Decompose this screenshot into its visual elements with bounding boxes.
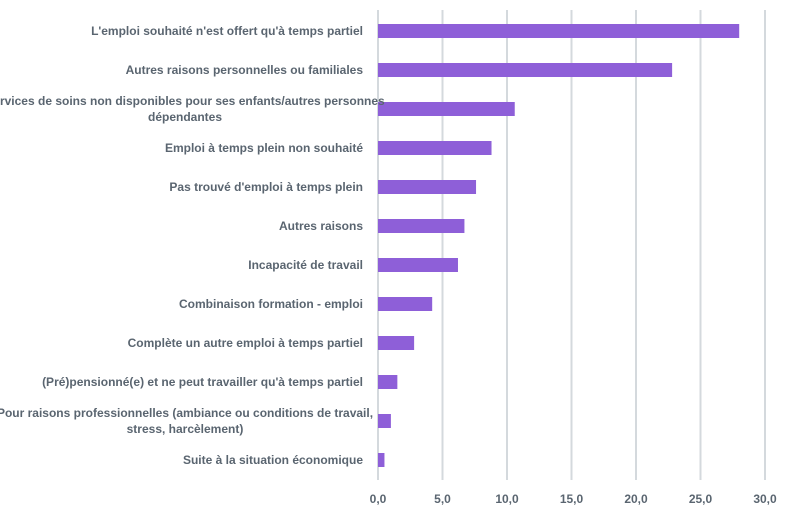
category-label: Pour raisons professionnelles (ambiance …	[0, 406, 373, 436]
category-label-line: Combinaison formation - emploi	[179, 297, 363, 311]
category-label-line: Incapacité de travail	[248, 258, 363, 272]
category-label: Suite à la situation économique	[183, 453, 363, 467]
category-label: Pas trouvé d'emploi à temps plein	[169, 180, 363, 194]
x-tick-label: 20,0	[624, 492, 648, 506]
category-label-line: Pour raisons professionnelles (ambiance …	[0, 406, 373, 420]
category-label-line: Services de soins non disponibles pour s…	[0, 94, 385, 108]
category-label: Autres raisons personnelles ou familiale…	[126, 63, 364, 77]
category-label-line: L'emploi souhaité n'est offert qu'à temp…	[91, 24, 363, 38]
bar	[378, 258, 458, 272]
x-tick-label: 25,0	[689, 492, 713, 506]
bars	[378, 24, 740, 467]
x-tick-label: 0,0	[370, 492, 387, 506]
category-label: Emploi à temps plein non souhaité	[165, 141, 363, 155]
category-label-line: (Pré)pensionné(e) et ne peut travailler …	[42, 375, 363, 389]
category-label: Autres raisons	[279, 219, 363, 233]
category-label: (Pré)pensionné(e) et ne peut travailler …	[42, 375, 363, 389]
bar	[378, 336, 415, 350]
x-axis-ticks: 0,0 5,0 10,0 15,0 20,0 25,0 30,0	[370, 492, 777, 506]
category-labels: L'emploi souhaité n'est offert qu'à temp…	[0, 24, 385, 467]
category-label-line: stress, harcèlement)	[127, 422, 244, 436]
category-label: Complète un autre emploi à temps partiel	[128, 336, 363, 350]
x-tick-label: 5,0	[434, 492, 451, 506]
category-label: Incapacité de travail	[248, 258, 363, 272]
x-tick-label: 10,0	[495, 492, 519, 506]
bar	[378, 180, 477, 194]
bar	[378, 453, 385, 467]
category-label-line: Emploi à temps plein non souhaité	[165, 141, 363, 155]
category-label-line: dépendantes	[148, 110, 222, 124]
category-label-line: Autres raisons personnelles ou familiale…	[126, 63, 364, 77]
bar	[378, 297, 433, 311]
x-tick-label: 15,0	[560, 492, 584, 506]
x-tick-label: 30,0	[753, 492, 777, 506]
gridlines	[377, 10, 766, 480]
bar	[378, 375, 398, 389]
category-label: Services de soins non disponibles pour s…	[0, 94, 385, 124]
bar	[378, 24, 740, 38]
bar	[378, 141, 492, 155]
category-label: L'emploi souhaité n'est offert qu'à temp…	[91, 24, 363, 38]
bar	[378, 219, 465, 233]
category-label-line: Complète un autre emploi à temps partiel	[128, 336, 363, 350]
category-label-line: Autres raisons	[279, 219, 363, 233]
bar	[378, 63, 673, 77]
category-label-line: Pas trouvé d'emploi à temps plein	[169, 180, 363, 194]
bar	[378, 414, 391, 428]
category-label: Combinaison formation - emploi	[179, 297, 363, 311]
category-label-line: Suite à la situation économique	[183, 453, 363, 467]
bar	[378, 102, 515, 116]
